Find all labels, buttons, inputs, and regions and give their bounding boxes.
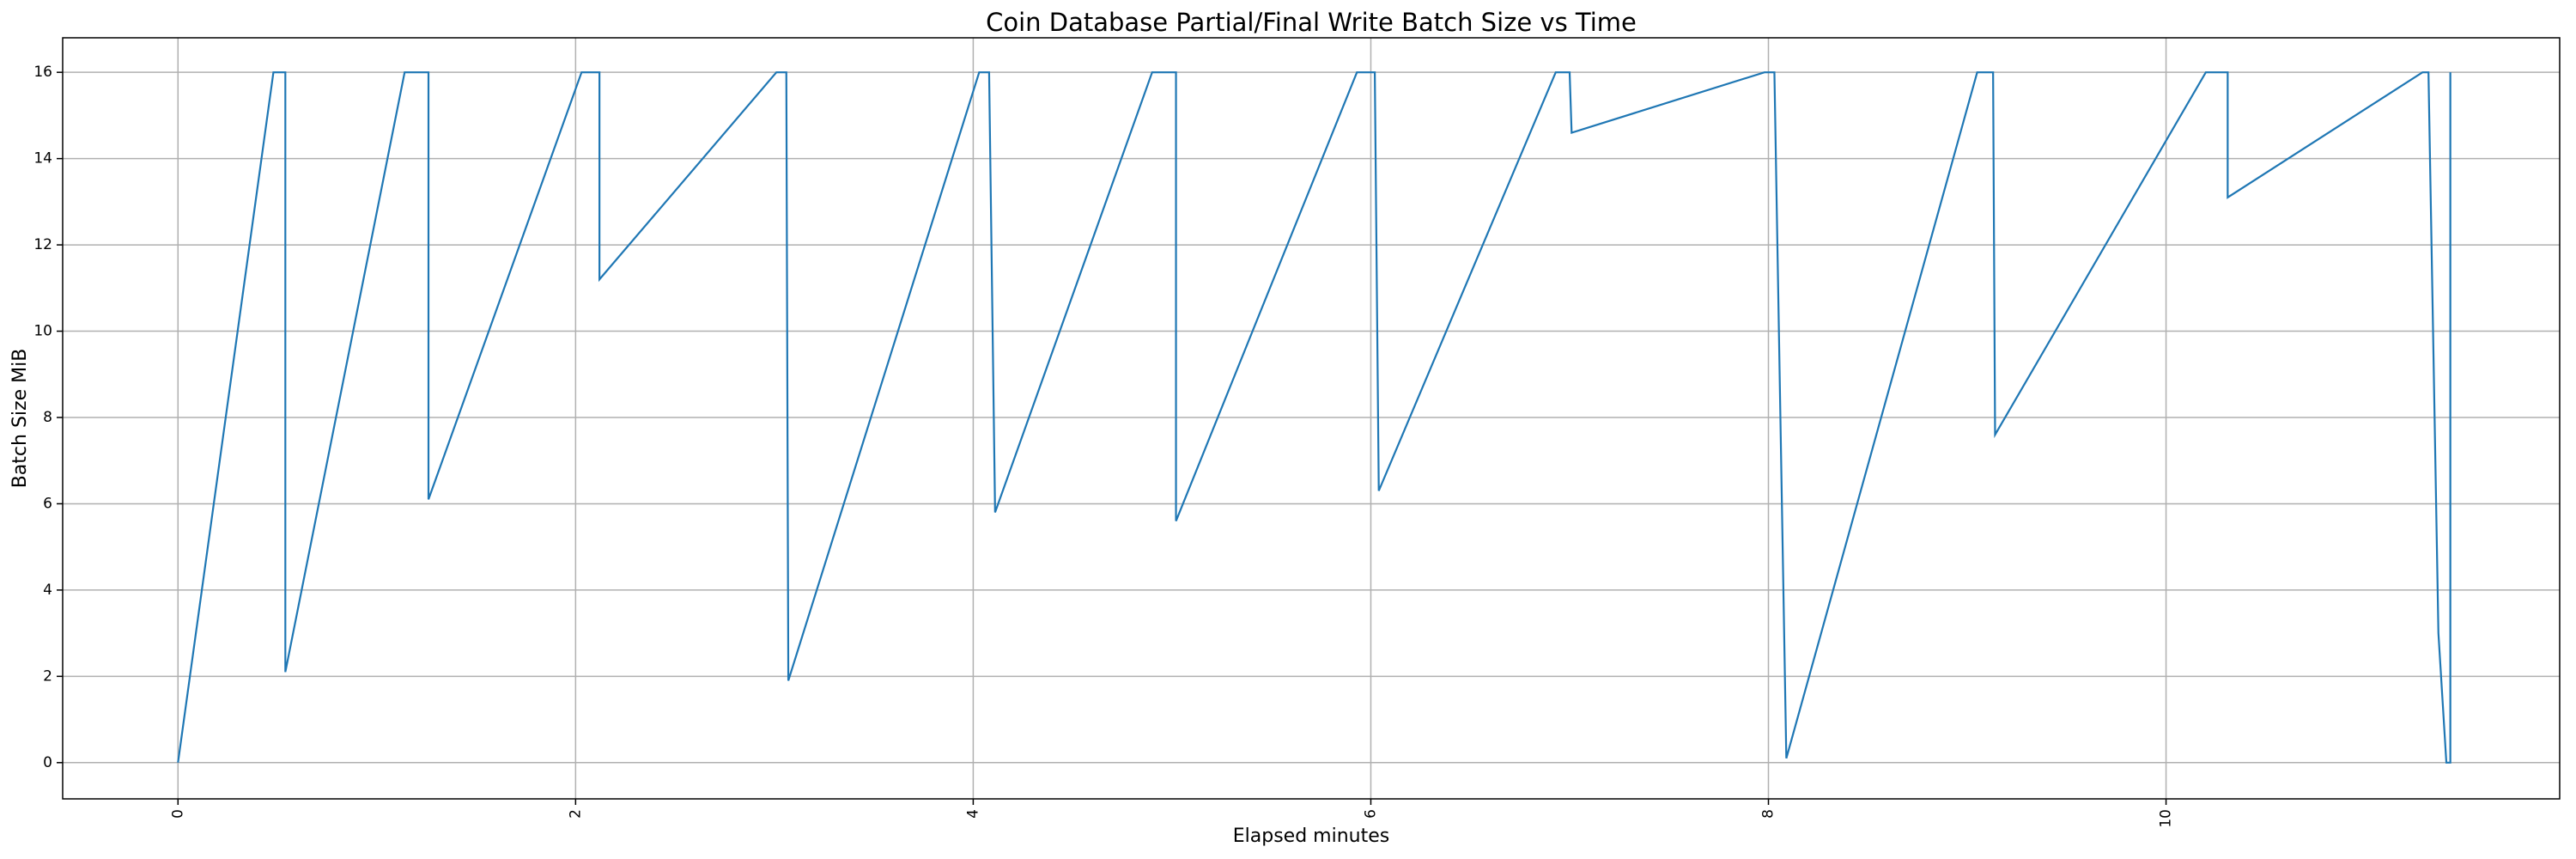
data-line xyxy=(177,71,2451,764)
x-tick-label: 0 xyxy=(169,809,186,819)
y-tick-label: 8 xyxy=(43,409,52,426)
y-tick-label: 10 xyxy=(33,323,52,340)
x-tick-label: 6 xyxy=(1362,809,1379,819)
x-tick-label: 2 xyxy=(567,809,584,819)
chart-title: Coin Database Partial/Final Write Batch … xyxy=(986,8,1637,37)
y-tick-label: 6 xyxy=(43,495,52,512)
x-tick-label: 10 xyxy=(2158,809,2175,828)
y-tick-label: 0 xyxy=(43,754,52,771)
plot-frame xyxy=(62,37,2561,800)
y-tick-label: 16 xyxy=(33,64,52,81)
x-tick-label: 4 xyxy=(964,809,981,819)
y-tick-label: 2 xyxy=(43,667,52,685)
x-axis-label: Elapsed minutes xyxy=(1233,825,1389,847)
x-tick-label: 8 xyxy=(1760,809,1777,819)
y-tick-label: 4 xyxy=(43,582,52,599)
y-tick-label: 14 xyxy=(33,150,52,168)
y-tick-label: 12 xyxy=(33,236,52,253)
y-axis-label: Batch Size MiB xyxy=(9,349,31,489)
